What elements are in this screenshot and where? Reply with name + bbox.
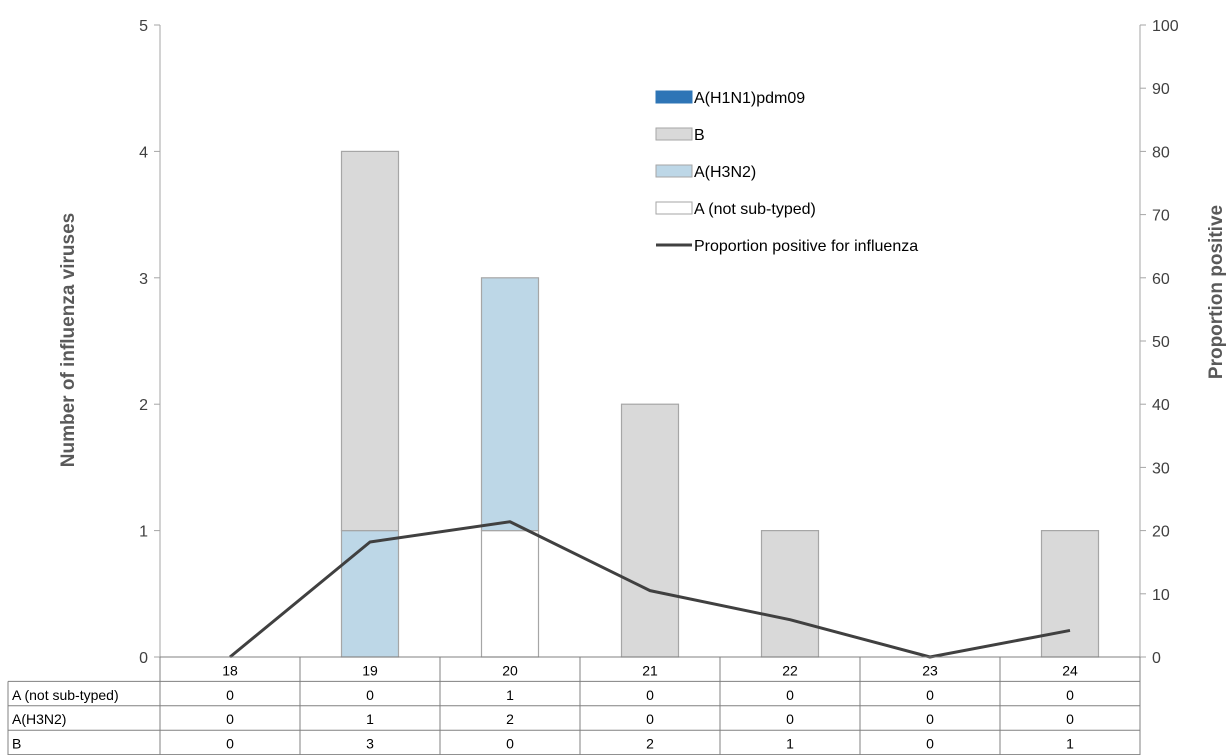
table-cell: 0 — [366, 687, 374, 703]
bar-a-not-sub-typed-20 — [480, 529, 540, 658]
y-tick-label: 5 — [139, 18, 148, 35]
table-row-label: A(H3N2) — [12, 711, 66, 727]
table-row-label: B — [12, 736, 21, 752]
table-cell: 0 — [1066, 687, 1074, 703]
legend-swatch — [655, 164, 693, 178]
x-tick-label: 21 — [642, 662, 658, 678]
table-cell: 0 — [226, 736, 234, 752]
table-cell: 0 — [926, 687, 934, 703]
x-tick-label: 23 — [922, 662, 938, 678]
bar-b-24 — [1040, 529, 1100, 658]
legend: A(H1N1)pdm09 B A(H3N2) A (not sub-typed) Pro… — [655, 90, 918, 255]
legend-label: A(H1N1)pdm09 — [694, 90, 805, 107]
y2-tick-label: 40 — [1152, 397, 1170, 414]
x-tick-label: 22 — [782, 662, 798, 678]
x-tick-label: 24 — [1062, 662, 1078, 678]
table-cell: 1 — [506, 687, 514, 703]
y2-tick-label: 100 — [1152, 18, 1179, 35]
x-tick-label: 20 — [502, 662, 518, 678]
table-cell: 1 — [786, 736, 794, 752]
table-cell: 1 — [366, 711, 374, 727]
table-cell: 0 — [646, 711, 654, 727]
y2-tick-label: 30 — [1152, 460, 1170, 477]
table-cell: 0 — [1066, 711, 1074, 727]
y-tick-label: 1 — [139, 524, 148, 541]
y2-tick-label: 90 — [1152, 81, 1170, 98]
y2-tick-label: 10 — [1152, 587, 1170, 604]
y-tick-label: 3 — [139, 271, 148, 288]
bar-a-h3n2-20 — [480, 277, 540, 532]
legend-label: A (not sub-typed) — [694, 201, 816, 218]
x-tick-label: 19 — [362, 662, 378, 678]
table-cell: 0 — [786, 687, 794, 703]
y2-tick-label: 70 — [1152, 208, 1170, 225]
table-row-label: A (not sub-typed) — [12, 687, 119, 703]
y2-tick-label: 0 — [1152, 650, 1161, 667]
y2-axis-title: Proportion positive — [1206, 205, 1227, 379]
bar-b-22 — [760, 529, 820, 658]
legend-swatch — [655, 90, 693, 104]
y-axis-title: Number of influenza viruses — [58, 213, 79, 467]
table-cell: 1 — [1066, 736, 1074, 752]
y-tick-label: 4 — [139, 144, 148, 161]
legend-label: Proportion positive for influenza — [694, 238, 918, 255]
table-cell: 2 — [506, 711, 514, 727]
x-tick-label: 18 — [222, 662, 238, 678]
legend-swatch — [655, 201, 693, 215]
y-tick-label: 2 — [139, 397, 148, 414]
table-cell: 0 — [226, 687, 234, 703]
table-cell: 0 — [926, 711, 934, 727]
bar-b-21 — [620, 403, 680, 658]
y2-tick-label: 50 — [1152, 334, 1170, 351]
legend-label: A(H3N2) — [694, 164, 756, 181]
y2-tick-label: 60 — [1152, 271, 1170, 288]
legend-label: B — [694, 127, 705, 144]
y2-tick-label: 80 — [1152, 144, 1170, 161]
bar-layer — [340, 150, 1100, 658]
table-cell: 0 — [226, 711, 234, 727]
table-cell: 0 — [926, 736, 934, 752]
table-cell: 0 — [646, 687, 654, 703]
table-cell: 0 — [506, 736, 514, 752]
y2-tick-label: 20 — [1152, 524, 1170, 541]
data-table: 18 19 20 21 22 23 24A (not sub-typed) 0 0 1 0 0 0 0A(… — [7, 656, 1141, 755]
bar-b-19 — [340, 150, 400, 532]
table-cell: 3 — [366, 736, 374, 752]
y-tick-label: 0 — [139, 650, 148, 667]
table-cell: 2 — [646, 736, 654, 752]
bar-a-h3n2-19 — [340, 529, 400, 658]
table-cell: 0 — [786, 711, 794, 727]
legend-swatch — [655, 127, 693, 141]
